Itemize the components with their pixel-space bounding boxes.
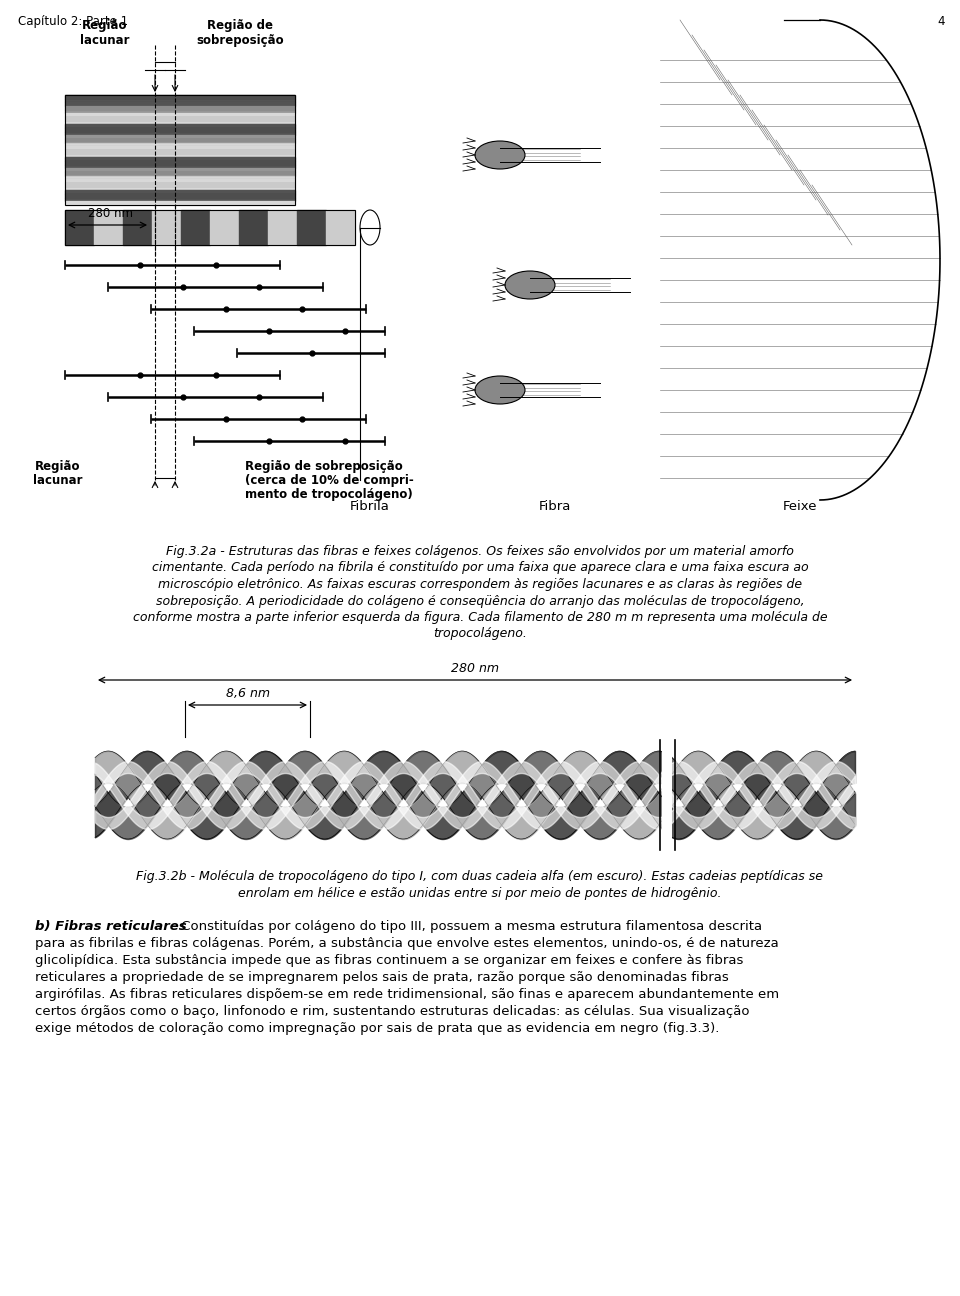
Text: (cerca de 10% de compri-: (cerca de 10% de compri- [245,474,414,487]
Text: Feixe: Feixe [782,500,817,513]
Bar [662,739,672,851]
Text: - Constituídas por colágeno do tipo III, possuem a mesma estrutura filamentosa d: - Constituídas por colágeno do tipo III,… [168,920,762,933]
Bar [326,210,355,245]
Text: Fig.3.2a - Estruturas das fibras e feixes colágenos. Os feixes são envolvidos po: Fig.3.2a - Estruturas das fibras e feixe… [166,546,794,559]
Bar [65,139,295,143]
Text: Região: Região [36,460,81,473]
Ellipse shape [475,141,525,168]
Bar [123,210,152,245]
Bar [65,157,295,161]
Bar [65,168,295,172]
Bar [65,194,295,198]
Bar [65,210,94,245]
Text: para as fibrilas e fibras colágenas. Porém, a substância que envolve estes eleme: para as fibrilas e fibras colágenas. Por… [35,937,779,950]
Text: mento de tropocolágeno): mento de tropocolágeno) [245,489,413,502]
Bar [181,210,210,245]
Text: b) Fibras reticulares: b) Fibras reticulares [35,920,186,933]
Bar [65,179,295,183]
Text: reticulares a propriedade de se impregnarem pelos sais de prata, razão porque sã: reticulares a propriedade de se impregna… [35,971,729,984]
Bar [65,95,295,98]
Text: lacunar: lacunar [34,474,83,487]
Bar [65,172,295,176]
Bar [65,165,295,168]
Bar [65,176,295,179]
Text: Região
lacunar: Região lacunar [81,19,130,47]
Bar [65,135,295,139]
Text: enrolam em hélice e estão unidas entre si por meio de pontes de hidrogênio.: enrolam em hélice e estão unidas entre s… [238,886,722,899]
Bar [65,98,295,102]
Bar [152,210,181,245]
Text: exige métodos de coloração como impregnação por sais de prata que as evidencia e: exige métodos de coloração como impregna… [35,1023,719,1036]
Bar [239,210,268,245]
Bar [297,210,326,245]
Text: Região de
sobreposição: Região de sobreposição [196,19,284,47]
Text: conforme mostra a parte inferior esquerda da figura. Cada filamento de 280 m m r: conforme mostra a parte inferior esquerd… [132,610,828,623]
Text: tropocolágeno.: tropocolágeno. [433,627,527,640]
Bar [65,191,295,194]
Text: Capítulo 2: Parte 1: Capítulo 2: Parte 1 [18,16,128,29]
Text: 280 nm: 280 nm [451,662,499,675]
Bar [65,113,295,117]
Text: 4: 4 [938,16,945,29]
Text: Região de sobreposição: Região de sobreposição [245,460,403,473]
Ellipse shape [505,271,555,299]
Bar [65,154,295,157]
Text: microscópio eletrônico. As faixas escuras correspondem às regiões lacunares e as: microscópio eletrônico. As faixas escura… [158,578,802,591]
Bar [65,132,295,135]
Text: 280 nm: 280 nm [87,207,132,220]
Text: cimentante. Cada período na fibrila é constituído por uma faixa que aparece clar: cimentante. Cada período na fibrila é co… [152,561,808,574]
Bar [65,124,295,128]
Bar [65,128,295,132]
Bar [65,146,295,150]
Bar [65,187,295,191]
Text: sobreposição. A periodicidade do colágeno é conseqüência do arranjo das molécula: sobreposição. A periodicidade do colágen… [156,595,804,608]
Text: 8,6 nm: 8,6 nm [226,687,270,700]
Bar [65,161,295,165]
Bar [65,95,295,205]
Text: Fibrila: Fibrila [350,500,390,513]
Bar [94,210,123,245]
Bar [65,121,295,124]
Text: certos órgãos como o baço, linfonodo e rim, sustentando estruturas delicadas: as: certos órgãos como o baço, linfonodo e r… [35,1004,750,1017]
Text: Fibra: Fibra [539,500,571,513]
Bar [210,210,239,245]
Bar [65,198,295,201]
Bar [65,117,295,121]
Text: argirófilas. As fibras reticulares dispõem-se em rede tridimensional, são finas : argirófilas. As fibras reticulares dispõ… [35,988,780,1001]
Bar [65,102,295,106]
Bar [268,210,297,245]
Ellipse shape [475,376,525,404]
Text: Fig.3.2b - Molécula de tropocolágeno do tipo I, com duas cadeia alfa (em escuro): Fig.3.2b - Molécula de tropocolágeno do … [136,870,824,883]
Bar [65,110,295,113]
Bar [65,150,295,154]
Bar [65,201,295,205]
Bar [65,106,295,110]
Bar [65,210,355,245]
Bar [65,183,295,187]
Bar [65,143,295,146]
Text: glicolipídica. Esta substância impede que as fibras continuem a se organizar em : glicolipídica. Esta substância impede qu… [35,954,743,967]
